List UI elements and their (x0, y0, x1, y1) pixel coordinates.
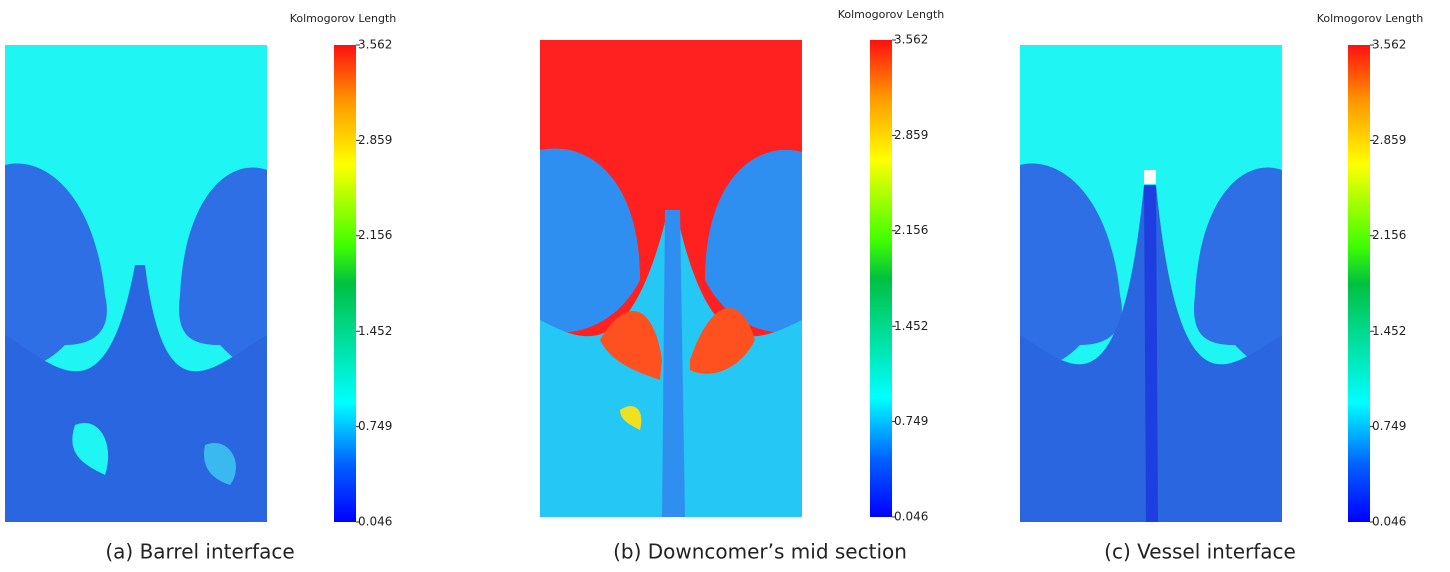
colorbar-tick-label: 3.562 (358, 38, 392, 52)
colorbar-tick-label: 3.562 (894, 33, 928, 47)
caption: (c) Vessel interface (1104, 540, 1296, 564)
colorbar-title: Kolmogorov Length (1317, 12, 1424, 25)
field-image (1020, 45, 1282, 522)
colorbar-tick-label: 2.156 (1372, 228, 1406, 242)
caption: (a) Barrel interface (105, 540, 294, 564)
colorbar-tick-label: 0.749 (894, 414, 928, 428)
colorbar-tick-label: 2.859 (1372, 133, 1406, 147)
colorbar-tick-label: 0.046 (894, 510, 928, 524)
colorbar-tick-label: 2.156 (894, 223, 928, 237)
colorbar (870, 40, 892, 517)
colorbar (334, 45, 356, 522)
caption: (b) Downcomer’s mid section (613, 540, 907, 564)
colorbar-tick-label: 0.046 (1372, 515, 1406, 529)
colorbar-title: Kolmogorov Length (838, 8, 945, 21)
colorbar-tick-label: 0.749 (358, 419, 392, 433)
colorbar-tick-label: 2.859 (894, 128, 928, 142)
colorbar-tick-label: 1.452 (358, 324, 392, 338)
colorbar-tick-label: 2.156 (358, 228, 392, 242)
colorbar-tick-label: 0.046 (358, 515, 392, 529)
field-image (5, 45, 267, 522)
colorbar-tick-label: 0.749 (1372, 419, 1406, 433)
colorbar (1348, 45, 1370, 522)
colorbar-title: Kolmogorov Length (290, 12, 397, 25)
field-image (540, 40, 802, 517)
colorbar-tick-label: 1.452 (1372, 324, 1406, 338)
colorbar-tick-label: 2.859 (358, 133, 392, 147)
colorbar-tick-label: 1.452 (894, 319, 928, 333)
colorbar-tick-label: 3.562 (1372, 38, 1406, 52)
